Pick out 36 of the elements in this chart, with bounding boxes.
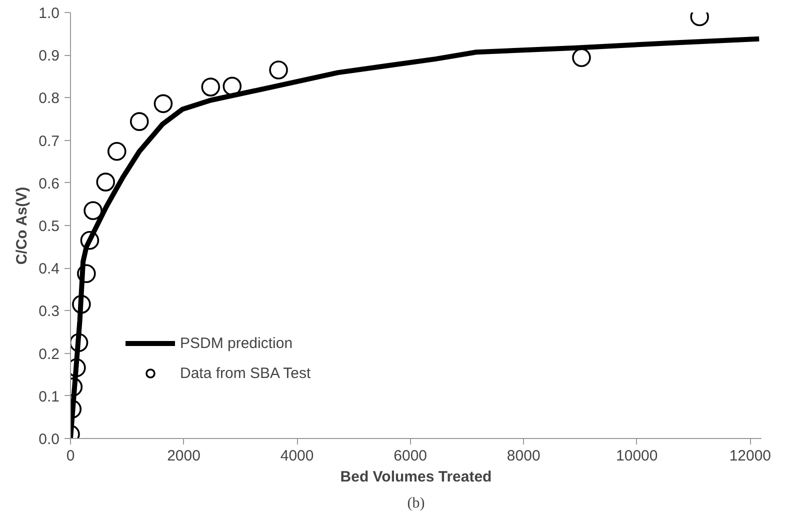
y-tick-label: 0.1 <box>38 388 60 406</box>
x-tick-label: 2000 <box>167 448 200 464</box>
point <box>222 76 242 96</box>
legend-label: Data from SBA Test <box>180 364 311 382</box>
point <box>107 142 126 161</box>
point <box>130 112 149 131</box>
point <box>154 94 173 114</box>
x-tick-label: 8000 <box>506 448 540 464</box>
y-tick-label: 1.0 <box>38 5 60 22</box>
point <box>84 201 102 220</box>
point <box>96 172 116 192</box>
y-tick-label: 0.0 <box>38 431 60 448</box>
legend-label: PSDM prediction <box>180 334 293 352</box>
y-tick-label: 0.2 <box>38 346 60 363</box>
y-tick-label: 0.3 <box>38 303 60 320</box>
point <box>201 78 220 96</box>
x-tick-label: 10000 <box>616 448 658 464</box>
y-tick-label: 0.4 <box>38 260 60 278</box>
point <box>72 294 91 314</box>
x-tick-label: 12000 <box>729 448 772 464</box>
x-tick-label: 6000 <box>394 448 428 464</box>
y-axis-title: C/Co As(V) <box>14 186 31 265</box>
y-tick-label: 0.6 <box>38 175 60 192</box>
y-tick-label: 0.5 <box>38 218 60 235</box>
text: (b) <box>407 496 425 512</box>
point <box>70 333 88 352</box>
point <box>80 231 100 250</box>
y-tick-label: 0.9 <box>38 48 60 65</box>
x-tick-label: 4000 <box>280 448 314 464</box>
y-tick-label: 0.7 <box>38 132 60 150</box>
point <box>269 60 288 80</box>
x-axis-title: Bed Volumes Treated <box>340 468 492 486</box>
x-tick-label: 0 <box>66 448 75 464</box>
y-tick-label: 0.8 <box>38 90 60 108</box>
point <box>77 264 96 284</box>
point <box>572 48 591 68</box>
